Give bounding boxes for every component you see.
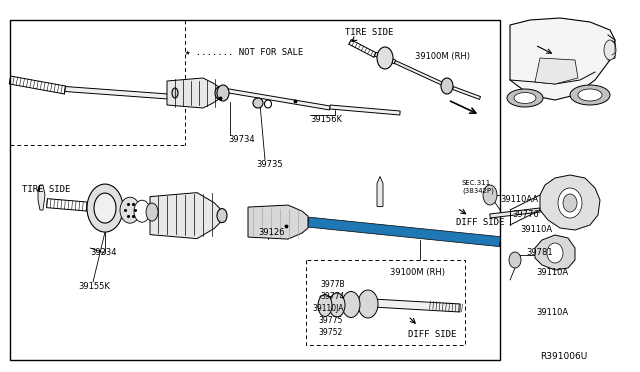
Polygon shape: [86, 203, 90, 210]
Text: DIFF SIDE: DIFF SIDE: [408, 330, 456, 339]
Ellipse shape: [146, 203, 158, 221]
Polygon shape: [167, 78, 219, 108]
Ellipse shape: [329, 293, 345, 317]
Polygon shape: [65, 87, 175, 99]
Ellipse shape: [120, 197, 140, 223]
Ellipse shape: [558, 188, 582, 218]
Text: 39126: 39126: [258, 228, 285, 237]
Text: 39735: 39735: [256, 160, 283, 169]
Text: R391006U: R391006U: [540, 352, 588, 361]
Ellipse shape: [570, 85, 610, 105]
Text: SEC.311
(38342P): SEC.311 (38342P): [462, 180, 494, 193]
Ellipse shape: [563, 194, 577, 212]
Polygon shape: [307, 217, 500, 247]
Polygon shape: [374, 52, 396, 64]
Ellipse shape: [441, 78, 453, 94]
Polygon shape: [150, 193, 220, 238]
Polygon shape: [535, 58, 578, 84]
Polygon shape: [320, 296, 460, 312]
Text: 39110AA: 39110AA: [500, 195, 538, 204]
Ellipse shape: [253, 98, 263, 108]
Ellipse shape: [514, 93, 536, 103]
Ellipse shape: [87, 184, 123, 232]
Ellipse shape: [318, 295, 332, 317]
Text: 39752: 39752: [318, 328, 342, 337]
Polygon shape: [394, 61, 445, 86]
Ellipse shape: [342, 292, 360, 317]
Ellipse shape: [509, 252, 521, 268]
Ellipse shape: [507, 89, 543, 107]
Polygon shape: [306, 260, 465, 345]
Ellipse shape: [217, 85, 229, 101]
Bar: [10, 20, 500, 360]
Text: 39100M (RH): 39100M (RH): [415, 52, 470, 61]
Ellipse shape: [172, 88, 178, 98]
Text: 39155K: 39155K: [78, 282, 110, 291]
Text: 39734: 39734: [228, 135, 255, 144]
Ellipse shape: [578, 89, 602, 101]
Text: DIFF SIDE: DIFF SIDE: [456, 218, 504, 227]
Text: 39774: 39774: [320, 292, 344, 301]
Text: 39110A: 39110A: [536, 268, 568, 277]
Text: 39110A: 39110A: [536, 308, 568, 317]
Polygon shape: [38, 185, 45, 210]
Ellipse shape: [217, 209, 227, 222]
Ellipse shape: [377, 47, 393, 69]
Text: 3977B: 3977B: [320, 280, 344, 289]
Polygon shape: [510, 18, 615, 100]
Text: 39110A: 39110A: [520, 225, 552, 234]
Polygon shape: [330, 105, 400, 115]
Text: 39775: 39775: [318, 316, 342, 325]
Ellipse shape: [358, 290, 378, 318]
Text: 39110JA: 39110JA: [312, 304, 344, 313]
Text: ★ ....... NOT FOR SALE: ★ ....... NOT FOR SALE: [185, 48, 303, 57]
Text: 39156K: 39156K: [310, 115, 342, 124]
Text: 39100M (RH): 39100M (RH): [390, 268, 445, 277]
Text: TIRE SIDE: TIRE SIDE: [22, 185, 70, 194]
Ellipse shape: [547, 243, 563, 263]
Polygon shape: [377, 176, 383, 206]
Ellipse shape: [215, 87, 223, 99]
Polygon shape: [490, 208, 540, 218]
Polygon shape: [535, 235, 575, 270]
Ellipse shape: [94, 193, 116, 223]
Polygon shape: [540, 175, 600, 230]
Text: 39776: 39776: [512, 210, 539, 219]
Ellipse shape: [134, 200, 150, 222]
Text: TIRE SIDE: TIRE SIDE: [345, 28, 394, 37]
Ellipse shape: [483, 185, 497, 205]
Text: 39781: 39781: [526, 248, 552, 257]
Polygon shape: [223, 88, 330, 110]
Polygon shape: [452, 87, 481, 99]
Text: 39234: 39234: [90, 248, 116, 257]
Polygon shape: [248, 205, 308, 239]
Ellipse shape: [264, 100, 271, 108]
Ellipse shape: [604, 40, 616, 60]
Polygon shape: [308, 219, 500, 245]
